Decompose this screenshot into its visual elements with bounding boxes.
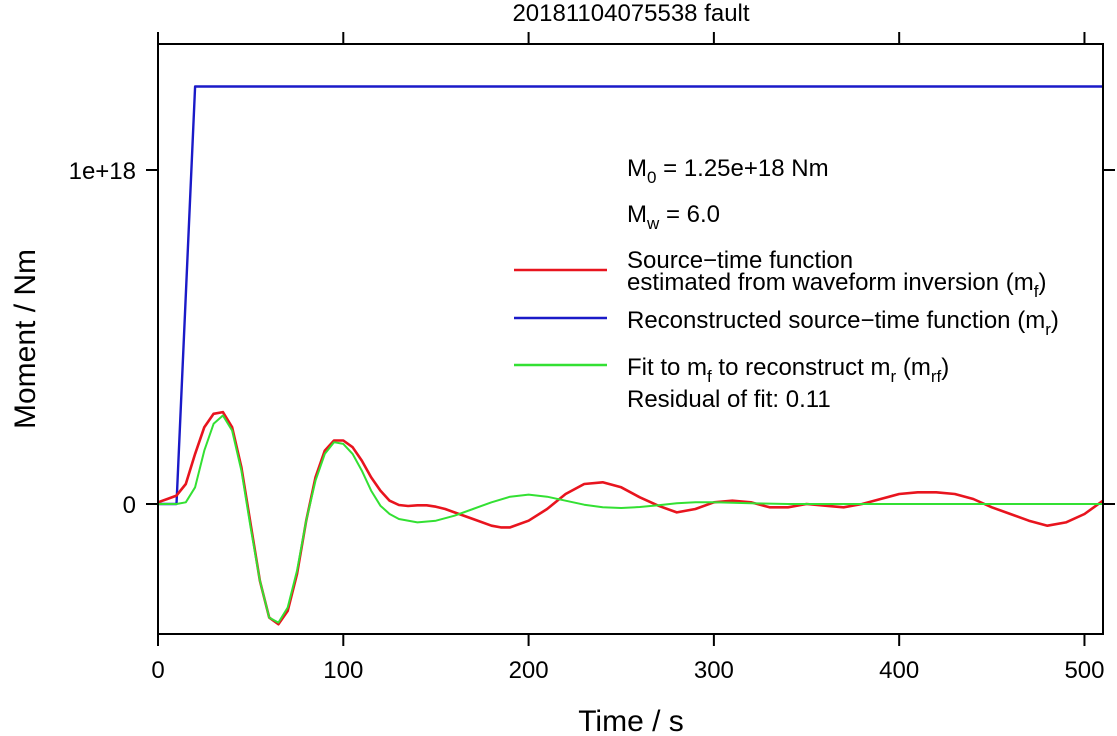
m0-annotation: M0​ = 1.25e+18 Nm bbox=[627, 155, 829, 187]
plot-frame bbox=[157, 43, 1104, 635]
annotations: M0​ = 1.25e+18 Nm Mw​ = 6.0 Residual of fi… bbox=[627, 155, 831, 413]
x-tick-label: 0 bbox=[151, 657, 164, 684]
x-tick-label: 400 bbox=[879, 657, 919, 684]
legend-entry-fit: Fit to mf​ to reconstruct mr​ (mrf​) bbox=[514, 354, 949, 386]
chart-title: 20181104075538 fault bbox=[512, 0, 749, 27]
y-tick-label: 0 bbox=[123, 492, 136, 519]
legend-label: Reconstructed source−time function (mr​) bbox=[627, 307, 1059, 339]
series-layer bbox=[157, 85, 1104, 626]
series-line-fit bbox=[158, 414, 1103, 624]
legend-label: Fit to mf​ to reconstruct mr​ (mrf​) bbox=[627, 354, 949, 386]
x-tick-label: 500 bbox=[1064, 657, 1104, 684]
legend-label: estimated from waveform inversion (mf​) bbox=[627, 269, 1047, 301]
x-axis-ticks: 0 100 200 300 400 500 bbox=[151, 32, 1104, 684]
legend-entry-reconstructed: Reconstructed source−time function (mr​) bbox=[514, 307, 1059, 339]
x-tick-label: 300 bbox=[694, 657, 734, 684]
x-tick-label: 100 bbox=[323, 657, 363, 684]
legend-label: Source−time function bbox=[627, 247, 853, 274]
x-axis-title: Time / s bbox=[578, 705, 684, 736]
y-axis-title: Moment / Nm bbox=[9, 249, 42, 429]
mw-annotation: Mw​ = 6.0 bbox=[627, 201, 720, 233]
x-tick-label: 200 bbox=[509, 657, 549, 684]
y-tick-label: 1e+18 bbox=[69, 158, 136, 185]
residual-annotation: Residual of fit: 0.11 bbox=[627, 386, 831, 413]
series-line-source-time bbox=[157, 410, 1104, 626]
y-axis-ticks: 0 1e+18 bbox=[69, 158, 1115, 519]
